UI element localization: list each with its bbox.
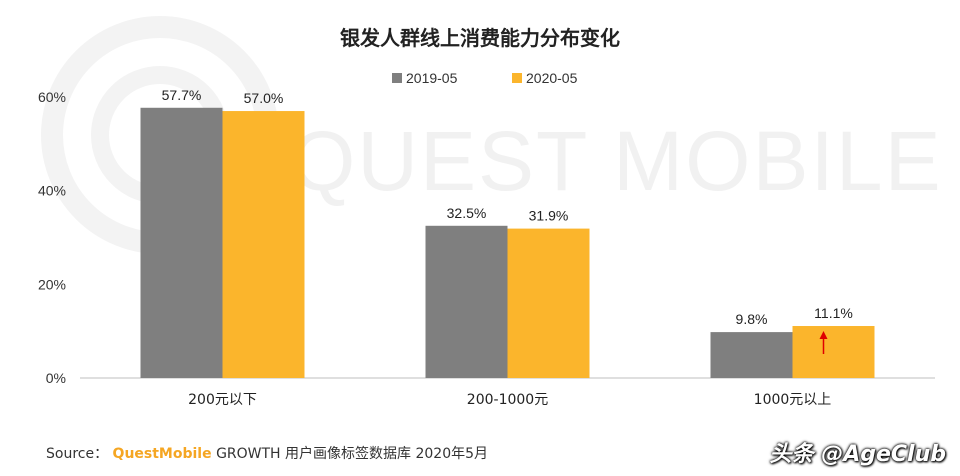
x-category-label: 200-1000元 — [467, 392, 548, 408]
x-category-label: 1000元以上 — [754, 392, 832, 408]
source-prefix: Source： — [46, 446, 109, 462]
annotation — [819, 331, 828, 355]
value-labels: 57.7% 57.0% 32.5% 31.9% 9.8% 11.1% — [162, 87, 853, 327]
up-arrow-icon — [819, 331, 828, 340]
value-label: 9.8% — [736, 311, 768, 327]
legend-label-2020: 2020-05 — [526, 70, 578, 86]
y-tick-label: 60% — [38, 89, 66, 105]
chart-title: 银发人群线上消费能力分布变化 — [340, 26, 620, 50]
legend-label-2019: 2019-05 — [406, 70, 458, 86]
watermark-text: QUEST MOBILE — [290, 114, 943, 208]
y-axis: 0% 20% 40% 60% — [38, 89, 66, 386]
category-labels: 200元以下 200-1000元 1000元以上 — [188, 392, 831, 408]
legend-swatch-2019 — [392, 73, 402, 83]
bar-2019-05-0 — [140, 107, 223, 378]
y-tick-label: 40% — [38, 183, 66, 199]
y-tick-label: 20% — [38, 276, 66, 292]
x-category-label: 200元以下 — [188, 392, 257, 408]
bar-2020-05-2 — [792, 326, 875, 378]
value-label: 57.0% — [244, 90, 284, 106]
y-tick-label: 0% — [46, 370, 66, 386]
bar-2020-05-0 — [222, 111, 305, 379]
value-label: 31.9% — [529, 208, 569, 224]
source-rest: GROWTH 用户画像标签数据库 2020年5月 — [216, 446, 489, 462]
value-label: 11.1% — [814, 305, 853, 321]
bars — [140, 107, 875, 379]
value-label: 32.5% — [447, 205, 487, 221]
value-label: 57.7% — [162, 87, 202, 103]
legend: 2019-05 2020-05 — [392, 70, 578, 86]
source-brand: QuestMobile — [112, 446, 212, 462]
bar-2020-05-1 — [507, 228, 590, 378]
bar-2019-05-1 — [425, 225, 508, 378]
corner-credit: 头条 @AgeClub — [769, 442, 946, 467]
bar-2019-05-2 — [710, 332, 793, 378]
legend-swatch-2020 — [512, 73, 522, 83]
source-note: Source： QuestMobile GROWTH 用户画像标签数据库 202… — [46, 443, 488, 463]
